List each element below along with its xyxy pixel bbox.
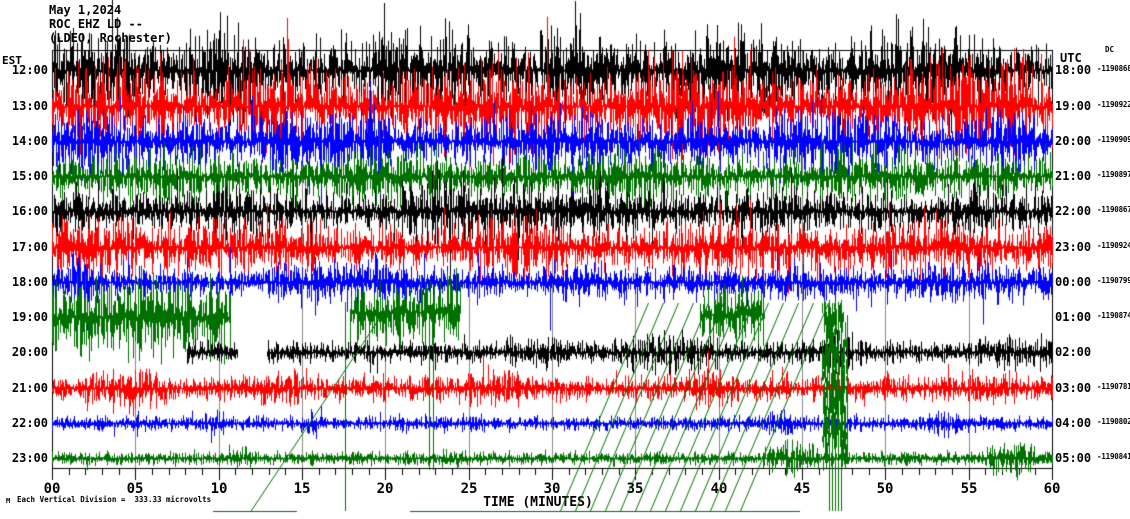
seismogram-canvas	[0, 0, 1130, 519]
helicorder-plot: May 1,2024 ROC EHZ LD -- (LDEO, Rocheste…	[0, 0, 1130, 519]
